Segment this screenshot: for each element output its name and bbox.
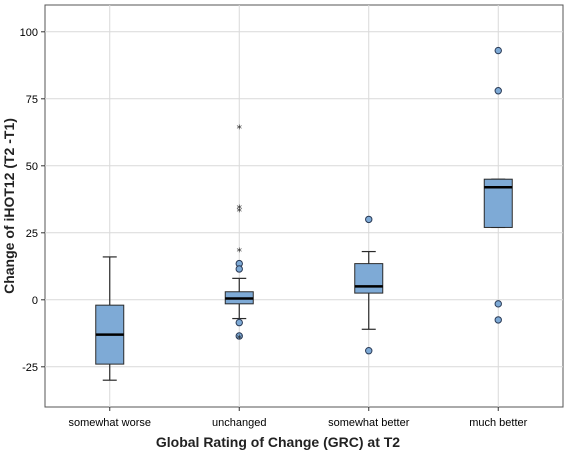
x-tick-label: somewhat worse	[68, 417, 151, 429]
outlier-point	[494, 46, 502, 55]
boxes: *****	[95, 46, 513, 381]
extreme-point: *	[237, 333, 243, 346]
outlier-point	[235, 265, 243, 273]
plot-area	[44, 4, 564, 408]
y-axis-title: Change of iHOT12 (T2 -T1)	[1, 118, 17, 294]
extreme-point: *	[237, 203, 243, 216]
box-group	[95, 256, 125, 381]
x-axis-title: Global Rating of Change (GRC) at T2	[156, 434, 400, 450]
y-tick-label: 0	[32, 295, 38, 307]
y-axis-ticks: -25 0 25 50 75 100	[20, 27, 45, 374]
extreme-point: *	[237, 246, 243, 259]
outlier-point	[494, 87, 502, 95]
y-tick-label: 25	[26, 228, 38, 240]
outlier-point	[365, 347, 373, 355]
y-tick-label: 75	[26, 94, 38, 106]
box-group	[483, 46, 513, 324]
extreme-point: *	[237, 122, 243, 135]
x-tick-label: somewhat better	[328, 417, 410, 429]
y-tick-label: -25	[22, 362, 38, 374]
y-tick-label: 50	[26, 161, 38, 173]
outlier-point	[365, 215, 373, 224]
outlier-point	[494, 300, 502, 308]
x-tick-label: much better	[469, 417, 527, 429]
outlier-point	[494, 316, 502, 324]
extreme-point: *	[237, 205, 243, 218]
x-axis-ticks: somewhat worse unchanged somewhat better mu…	[68, 407, 528, 429]
outlier-point	[235, 332, 243, 340]
x-tick-label: unchanged	[212, 417, 266, 429]
box-group: *****	[224, 122, 254, 346]
iqr-box	[354, 263, 384, 294]
y-tick-label: 100	[20, 27, 38, 39]
box-group	[354, 215, 384, 355]
outlier-point	[235, 318, 243, 327]
